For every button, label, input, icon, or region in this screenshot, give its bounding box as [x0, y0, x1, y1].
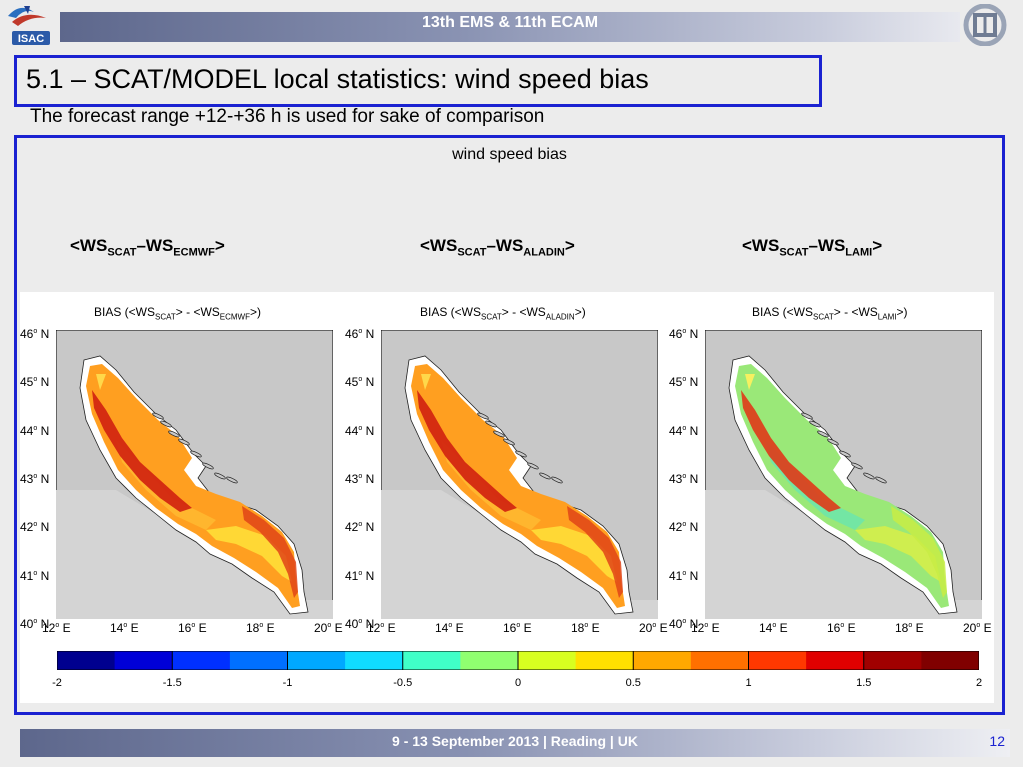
- lon-tick-label: 16o E: [827, 621, 856, 635]
- conference-title: 13th EMS & 11th ECAM: [421, 14, 599, 31]
- lon-tick-label: 12o E: [367, 621, 396, 635]
- isac-logo-text: ISAC: [18, 33, 44, 45]
- lat-tick-label: 42o N: [20, 520, 50, 535]
- colorbar-tick-label: -0.5: [393, 677, 413, 689]
- colorbar: [56, 650, 980, 671]
- column-label-ecmwf: <WSSCAT–WSECMWF>: [70, 236, 225, 259]
- lat-tick-label: 41o N: [345, 568, 375, 583]
- colorbar-segment: [114, 651, 173, 670]
- colorbar-tick-label: 0: [514, 677, 522, 689]
- lon-tick-label: 14o E: [435, 621, 464, 635]
- lon-tick-label: 20o E: [639, 621, 668, 635]
- colorbar-segment: [690, 651, 749, 670]
- colorbar-segment: [921, 651, 980, 670]
- lat-tick-label: 43o N: [20, 471, 50, 486]
- lon-tick-label: 12o E: [691, 621, 720, 635]
- colorbar-tick-label: 0.5: [625, 677, 641, 689]
- colorbar-segment: [172, 651, 231, 670]
- lat-tick-label: 44o N: [669, 423, 699, 438]
- footer-event-info: 9 - 13 September 2013 | Reading | UK: [392, 733, 638, 749]
- lat-tick-label: 40o N: [20, 616, 50, 631]
- map-title-aladin: BIAS (<WSSCAT> - <WSALADIN>): [420, 305, 586, 322]
- lon-tick-label: 12o E: [42, 621, 71, 635]
- colorbar-tick-label: -1: [282, 677, 293, 689]
- lat-tick-label: 41o N: [20, 568, 50, 583]
- colorbar-segment: [633, 651, 692, 670]
- lat-tick-label: 45o N: [345, 375, 375, 390]
- lat-tick-label: 42o N: [669, 520, 699, 535]
- colorbar-segment: [345, 651, 404, 670]
- column-label-lami: <WSSCAT–WSLAMI>: [742, 236, 883, 259]
- colorbar-segment: [229, 651, 288, 670]
- lon-tick-label: 20o E: [963, 621, 992, 635]
- lon-tick-label: 18o E: [895, 621, 924, 635]
- colorbar-segment: [57, 651, 116, 670]
- lat-tick-label: 40o N: [345, 616, 375, 631]
- colorbar-tick-label: 1: [745, 677, 752, 689]
- lon-tick-label: 16o E: [178, 621, 207, 635]
- colorbar-segment: [575, 651, 634, 670]
- lon-tick-label: 14o E: [110, 621, 139, 635]
- colorbar-segment: [806, 651, 865, 670]
- colorbar-segment: [748, 651, 807, 670]
- cnr-logo: [960, 3, 1010, 47]
- lon-tick-label: 18o E: [246, 621, 275, 635]
- page-number: 12: [989, 733, 1005, 749]
- lat-tick-label: 43o N: [669, 471, 699, 486]
- lon-tick-label: 18o E: [571, 621, 600, 635]
- colorbar-segment: [863, 651, 922, 670]
- lon-tick-label: 14o E: [759, 621, 788, 635]
- lat-tick-label: 44o N: [20, 423, 50, 438]
- lat-tick-label: 46o N: [20, 327, 50, 341]
- footer-bar: [20, 729, 1010, 757]
- colorbar-segment: [518, 651, 577, 670]
- lat-tick-label: 46o N: [345, 327, 375, 341]
- figure-heading: wind speed bias: [452, 146, 567, 163]
- column-label-aladin: <WSSCAT–WSALADIN>: [420, 236, 575, 259]
- lat-tick-label: 42o N: [345, 520, 375, 535]
- lon-tick-label: 20o E: [314, 621, 343, 635]
- lat-tick-label: 40o N: [669, 616, 699, 631]
- colorbar-segment: [402, 651, 461, 670]
- lat-tick-label: 41o N: [669, 568, 699, 583]
- lat-tick-label: 45o N: [669, 375, 699, 390]
- header-band: [60, 12, 960, 42]
- colorbar-segment: [460, 651, 519, 670]
- map-panel-aladin: [381, 330, 658, 619]
- lat-tick-label: 46o N: [669, 327, 699, 341]
- map-title-lami: BIAS (<WSSCAT> - <WSLAMI>): [752, 305, 908, 322]
- map-title-ecmwf: BIAS (<WSSCAT> - <WSECMWF>): [94, 305, 262, 322]
- map-panel-lami: [705, 330, 982, 619]
- colorbar-tick-label: -2: [52, 677, 62, 689]
- colorbar-tick-label: 1.5: [856, 677, 872, 689]
- map-panel-ecmwf: [56, 330, 333, 619]
- colorbar-segment: [287, 651, 346, 670]
- lon-tick-label: 16o E: [503, 621, 532, 635]
- slide-subtitle: The forecast range +12-+36 h is used for…: [30, 106, 545, 127]
- lat-tick-label: 45o N: [20, 375, 50, 390]
- lat-tick-label: 43o N: [345, 471, 375, 486]
- colorbar-tick-label: 2: [975, 677, 983, 689]
- slide-title: 5.1 – SCAT/MODEL local statistics: wind …: [26, 64, 649, 94]
- isac-logo: ISAC: [4, 2, 58, 46]
- title-box: [14, 55, 822, 107]
- colorbar-tick-label: -1.5: [162, 677, 182, 689]
- lat-tick-label: 44o N: [345, 423, 375, 438]
